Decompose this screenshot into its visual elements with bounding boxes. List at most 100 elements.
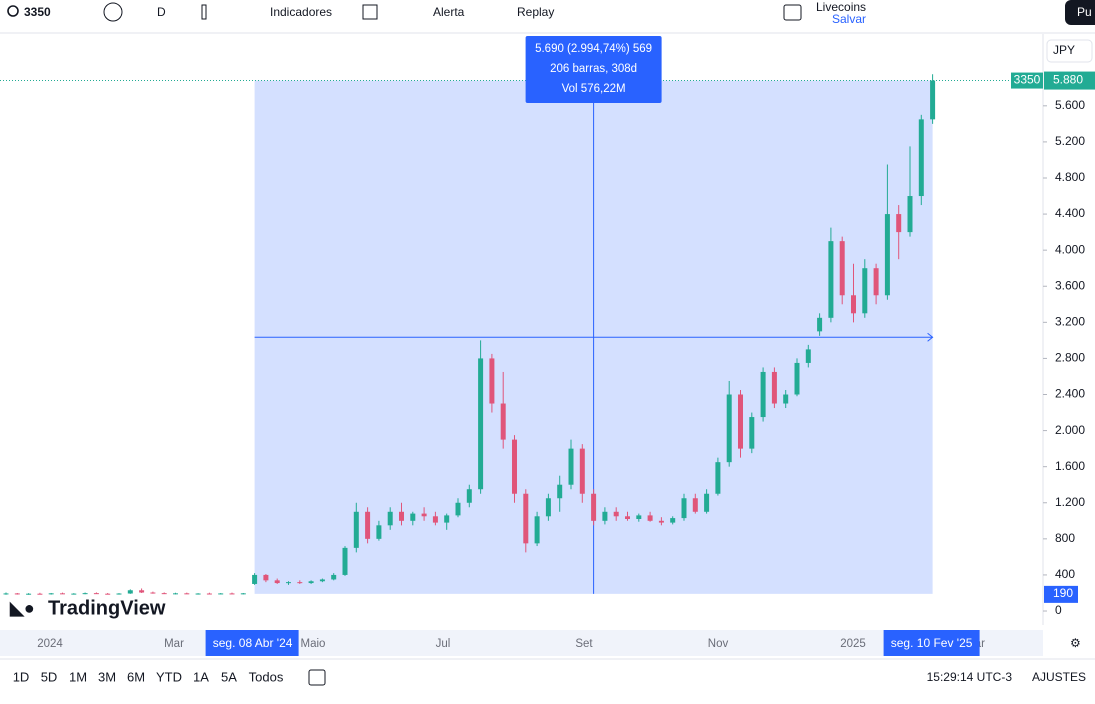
candle-body <box>658 520 664 523</box>
candle-body <box>749 417 755 449</box>
candle-body <box>726 394 732 463</box>
layout-name[interactable]: Livecoins <box>816 0 866 14</box>
x-tick-label: Mar <box>164 638 184 650</box>
candle-body <box>139 590 145 593</box>
range-button[interactable]: 1D <box>13 669 30 684</box>
candle-body <box>353 511 359 548</box>
candle-body <box>82 593 88 595</box>
candle-body <box>218 593 224 595</box>
date-range-icon[interactable] <box>308 669 326 686</box>
y-tick-label: 0 <box>1055 603 1062 617</box>
candle-body <box>105 593 111 595</box>
replay[interactable]: Replay <box>517 5 554 19</box>
candle-body <box>670 518 676 523</box>
candle-body <box>116 593 122 595</box>
measure-info: 206 barras, 308d <box>550 63 637 75</box>
candle-body <box>783 394 789 404</box>
range-button[interactable]: 3M <box>98 669 116 684</box>
candle-body <box>286 582 291 584</box>
candle-body <box>828 241 834 318</box>
add-icon[interactable] <box>103 2 123 22</box>
candle-body <box>206 593 212 595</box>
currency-button[interactable] <box>1046 39 1093 63</box>
candle-body <box>308 581 314 584</box>
candle-body <box>60 593 65 595</box>
candle-body <box>884 214 890 296</box>
y-tick-label: 5.200 <box>1055 134 1085 148</box>
candle-body <box>512 439 517 494</box>
candle-body <box>342 547 348 575</box>
candle-body <box>771 371 777 404</box>
candle-body <box>444 515 450 523</box>
range-button[interactable]: 5A <box>221 669 237 684</box>
settings[interactable]: AJUSTES <box>1032 670 1086 684</box>
candle-body <box>161 593 167 595</box>
y-tick-label: 4.000 <box>1055 242 1085 256</box>
candle-body <box>692 498 698 512</box>
candle-body <box>71 593 77 595</box>
y-tick-label: 1.200 <box>1055 495 1085 509</box>
y-tick-label: 2.800 <box>1055 351 1085 365</box>
candle-body <box>839 241 845 296</box>
candle-body <box>229 593 235 595</box>
x-tick-label: Maio <box>301 638 326 650</box>
y-tick-label: 2.400 <box>1055 387 1085 401</box>
settings-icon[interactable]: ⚙ <box>1070 636 1081 650</box>
candle-body <box>896 214 902 233</box>
candle-body <box>387 511 393 526</box>
candle-body <box>399 511 404 521</box>
candle-body <box>14 593 20 595</box>
publish[interactable]: Pu <box>1077 5 1092 19</box>
measure-label-bg <box>525 36 662 103</box>
candle-body <box>195 593 201 595</box>
currency[interactable]: JPY <box>1053 43 1075 57</box>
candle-body <box>545 498 551 517</box>
range-button[interactable]: YTD <box>156 669 182 684</box>
candle-body <box>579 448 585 494</box>
candle-body <box>26 593 32 595</box>
last-price: 5.880 <box>1053 73 1083 87</box>
range-start-bg <box>205 630 299 656</box>
candle-body <box>410 513 416 521</box>
search-icon[interactable] <box>7 5 19 17</box>
candle-icon[interactable] <box>201 4 207 20</box>
candle-body <box>500 403 506 440</box>
candle-body <box>851 295 856 314</box>
candle-body <box>48 593 54 595</box>
candle-body <box>240 593 246 595</box>
candle-body <box>794 362 800 395</box>
symbol-tag-bg <box>1011 72 1043 89</box>
candle-body <box>805 349 811 363</box>
alert[interactable]: Alerta <box>433 5 465 19</box>
candle-body <box>252 574 258 584</box>
range-button[interactable]: 1M <box>69 669 87 684</box>
range-start: seg. 08 Abr '24 <box>213 636 293 650</box>
range-button[interactable]: 5D <box>41 669 58 684</box>
candle-body <box>760 371 766 418</box>
candle-body <box>602 511 608 521</box>
candle-body <box>263 574 269 581</box>
range-button[interactable]: 6M <box>127 669 145 684</box>
x-tick-label: 2025 <box>840 638 866 650</box>
candle-body <box>738 394 743 449</box>
candle-body <box>331 574 337 580</box>
x-tick-label: Nov <box>708 638 729 650</box>
y-tick-label: 5.600 <box>1055 98 1085 112</box>
logo: TradingView <box>48 597 166 619</box>
symbol[interactable]: 3350 <box>24 5 51 19</box>
range-button[interactable]: 1A <box>193 669 209 684</box>
templates-icon[interactable] <box>362 4 378 20</box>
candle-body <box>704 493 710 512</box>
candle-body <box>376 525 382 539</box>
clock: 15:29:14 UTC-3 <box>927 670 1013 684</box>
interval[interactable]: D <box>157 5 166 19</box>
save[interactable]: Salvar <box>832 12 866 26</box>
range-button[interactable]: Todos <box>249 669 284 684</box>
low-marker-bg <box>1044 585 1078 603</box>
layout-icon[interactable] <box>783 4 802 21</box>
indicators[interactable]: Indicadores <box>270 5 332 19</box>
x-tick-label: Set <box>575 638 593 650</box>
candle-body <box>930 80 936 120</box>
publish-button[interactable] <box>1065 0 1095 25</box>
